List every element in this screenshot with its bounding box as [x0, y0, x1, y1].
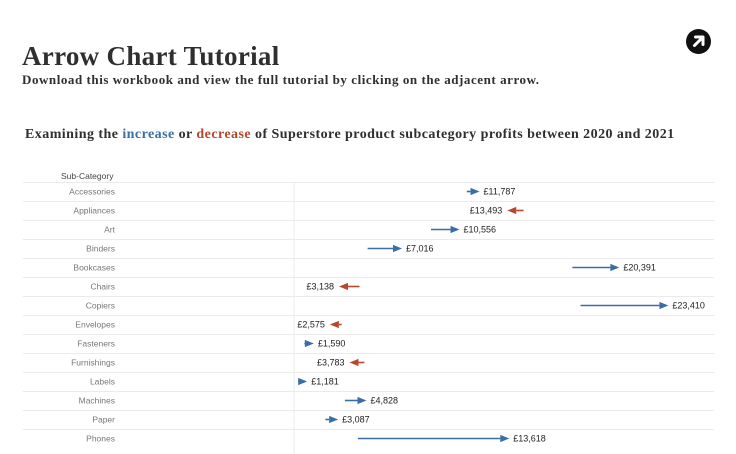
- value-label: £1,181: [311, 377, 339, 387]
- row-label: Chairs: [90, 282, 115, 292]
- headline-increase-word: increase: [122, 127, 175, 142]
- arrow-head: [298, 377, 308, 386]
- row-label: Phones: [86, 434, 115, 444]
- arrow-head: [450, 225, 460, 234]
- value-label: £23,410: [672, 301, 705, 311]
- page-title: Arrow Chart Tutorial: [22, 41, 280, 71]
- arrow-up-right-icon: [693, 35, 705, 47]
- row-label: Labels: [90, 377, 115, 387]
- arrow-head: [329, 415, 339, 424]
- arrow-head: [470, 187, 480, 196]
- row-label: Bookcases: [73, 263, 115, 273]
- row-label: Accessories: [69, 187, 115, 197]
- value-label: £2,575: [297, 320, 325, 330]
- row-label: Art: [104, 225, 116, 235]
- arrow-head: [304, 339, 314, 348]
- value-label: £3,087: [342, 415, 370, 425]
- value-label: £3,138: [306, 282, 334, 292]
- headline-decrease-word: decrease: [196, 127, 252, 142]
- row-header-label: Sub-Category: [61, 171, 114, 181]
- row-label: Binders: [86, 244, 115, 254]
- value-label: £7,016: [406, 244, 434, 254]
- row-label: Appliances: [73, 206, 115, 216]
- arrow-head: [659, 301, 669, 310]
- row-label: Copiers: [86, 301, 115, 311]
- chart-headline: Examining the increase or decrease of Su…: [25, 127, 675, 143]
- value-label: £20,391: [623, 263, 656, 273]
- headline-middle: or: [174, 127, 197, 142]
- arrow-head: [507, 206, 517, 215]
- row-label: Furnishings: [71, 358, 115, 368]
- value-label: £1,590: [318, 339, 346, 349]
- arrow-head: [338, 282, 348, 291]
- headline-suffix: of Superstore product subcategory profit…: [251, 127, 675, 142]
- value-label: £3,783: [317, 358, 345, 368]
- value-label: £4,828: [370, 396, 398, 406]
- arrow-head: [357, 396, 367, 405]
- row-label: Machines: [79, 396, 115, 406]
- row-label: Envelopes: [75, 320, 115, 330]
- arrow-head: [329, 320, 339, 329]
- row-label: Fasteners: [77, 339, 115, 349]
- headline-prefix: Examining the: [25, 127, 123, 142]
- arrow-chart: Sub-Category Accessories £11,787 Appliances…: [23, 171, 714, 454]
- arrow-head: [610, 263, 620, 272]
- arrow-head: [500, 434, 510, 443]
- value-label: £10,556: [464, 225, 497, 235]
- row-label: Paper: [92, 415, 115, 425]
- tutorial-link-button[interactable]: [686, 29, 711, 54]
- arrow-head: [393, 244, 403, 253]
- value-label: £13,618: [513, 434, 546, 444]
- arrow-head: [349, 358, 359, 367]
- value-label: £11,787: [484, 187, 516, 197]
- value-label: £13,493: [470, 206, 503, 216]
- page-subtitle: Download this workbook and view the full…: [22, 72, 540, 87]
